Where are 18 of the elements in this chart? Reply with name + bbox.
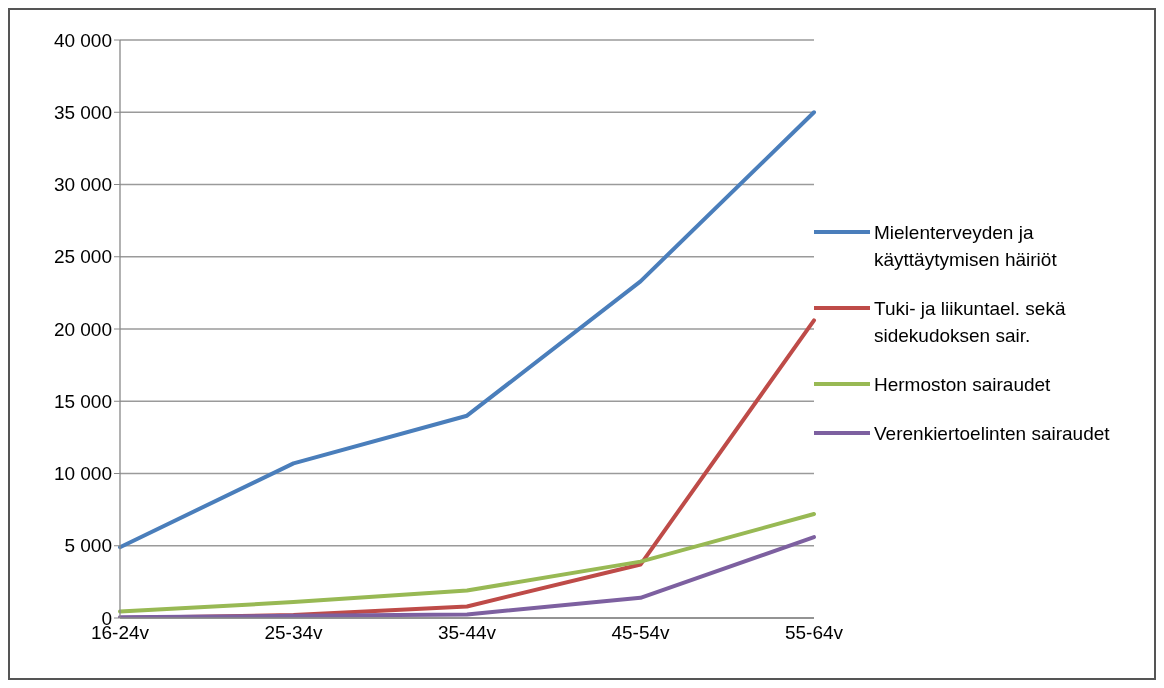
legend-label: Verenkiertoelinten sairaudet <box>874 422 1110 446</box>
x-tick-label: 45-54v <box>611 622 671 644</box>
y-tick-label: 10 000 <box>53 463 112 485</box>
x-tick-label: 35-44v <box>437 622 497 644</box>
legend-label: Tuki- ja liikuntael. sekä sidekudoksen sair. <box>874 297 1067 348</box>
line-series <box>118 110 816 550</box>
y-tick-label: 30 000 <box>53 174 112 196</box>
line-series <box>118 511 816 614</box>
y-tick-label: 5 000 <box>64 535 112 557</box>
legend-label: Hermoston sairaudet <box>874 373 1051 397</box>
y-tick-label: 20 000 <box>53 318 112 340</box>
y-tick-label: 35 000 <box>53 102 112 123</box>
y-tick-label: 15 000 <box>53 390 112 412</box>
x-tick-label: 55-64v <box>784 622 844 644</box>
legend-label: Mielenterveyden ja käyttäytymisen häiriöt <box>874 221 1058 272</box>
y-tick-label: 25 000 <box>53 246 112 268</box>
x-tick-label: 25-34v <box>264 622 324 644</box>
y-tick-label: 40 000 <box>53 29 112 51</box>
